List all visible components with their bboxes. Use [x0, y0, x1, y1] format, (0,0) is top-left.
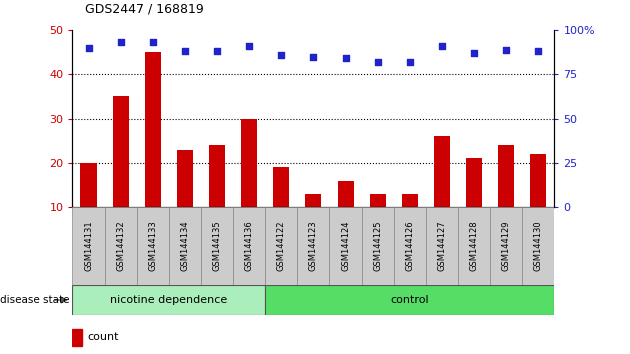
- Bar: [209, 145, 225, 207]
- Bar: [137, 207, 169, 285]
- Bar: [265, 285, 554, 315]
- Bar: [362, 207, 394, 285]
- Point: [469, 50, 479, 56]
- Point: [340, 56, 350, 61]
- Bar: [498, 145, 514, 207]
- Text: GSM144130: GSM144130: [534, 221, 543, 272]
- Bar: [265, 207, 297, 285]
- Point: [147, 40, 158, 45]
- Point: [437, 43, 447, 49]
- Text: GSM144133: GSM144133: [148, 221, 158, 272]
- Text: count: count: [87, 332, 118, 342]
- Bar: [177, 149, 193, 207]
- Bar: [426, 207, 458, 285]
- Bar: [306, 194, 321, 207]
- Text: nicotine dependence: nicotine dependence: [110, 295, 227, 305]
- Bar: [169, 207, 201, 285]
- Point: [276, 52, 286, 58]
- Bar: [72, 207, 105, 285]
- Text: disease state: disease state: [0, 295, 69, 305]
- Text: GSM144128: GSM144128: [469, 221, 479, 272]
- Text: GSM144132: GSM144132: [116, 221, 125, 272]
- Bar: [338, 181, 353, 207]
- Text: GSM144136: GSM144136: [244, 221, 254, 272]
- Point: [501, 47, 511, 52]
- Point: [212, 48, 222, 54]
- Text: GDS2447 / 168819: GDS2447 / 168819: [85, 3, 203, 16]
- Bar: [72, 285, 265, 315]
- Bar: [466, 159, 482, 207]
- Bar: [434, 136, 450, 207]
- Bar: [490, 207, 522, 285]
- Text: GSM144134: GSM144134: [180, 221, 190, 272]
- Bar: [370, 194, 386, 207]
- Bar: [233, 207, 265, 285]
- Text: GSM144129: GSM144129: [501, 221, 511, 271]
- Text: GSM144126: GSM144126: [405, 221, 415, 272]
- Bar: [329, 207, 362, 285]
- Bar: [81, 163, 96, 207]
- Point: [244, 43, 254, 49]
- Text: GSM144125: GSM144125: [373, 221, 382, 271]
- Text: GSM144124: GSM144124: [341, 221, 350, 271]
- Bar: [113, 96, 129, 207]
- Bar: [522, 207, 554, 285]
- Bar: [394, 207, 426, 285]
- Text: GSM144127: GSM144127: [437, 221, 447, 272]
- Text: GSM144123: GSM144123: [309, 221, 318, 272]
- Bar: [241, 119, 257, 207]
- Text: control: control: [391, 295, 429, 305]
- Point: [372, 59, 382, 65]
- Point: [404, 59, 415, 65]
- Point: [116, 40, 126, 45]
- Text: GSM144122: GSM144122: [277, 221, 286, 271]
- Point: [83, 45, 94, 51]
- Bar: [458, 207, 490, 285]
- Bar: [72, 329, 82, 346]
- Bar: [145, 52, 161, 207]
- Bar: [530, 154, 546, 207]
- Bar: [201, 207, 233, 285]
- Point: [533, 48, 543, 54]
- Bar: [402, 194, 418, 207]
- Bar: [297, 207, 329, 285]
- Text: GSM144135: GSM144135: [212, 221, 222, 272]
- Bar: [273, 167, 289, 207]
- Text: GSM144131: GSM144131: [84, 221, 93, 272]
- Bar: [105, 207, 137, 285]
- Point: [180, 48, 190, 54]
- Point: [308, 54, 318, 59]
